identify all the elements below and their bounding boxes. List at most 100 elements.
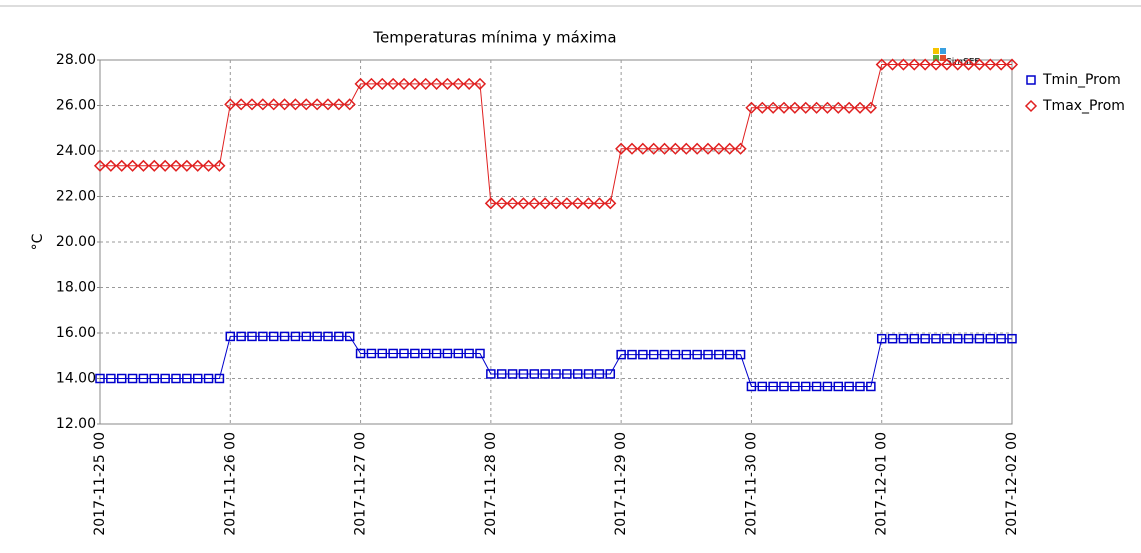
watermark: SimSEE: [946, 58, 980, 68]
marker: [517, 197, 530, 210]
marker: [473, 77, 487, 90]
marker: [788, 101, 801, 114]
x-tick-label: 2017-12-01 00: [874, 432, 890, 536]
marker: [714, 349, 724, 360]
marker: [247, 331, 257, 342]
marker: [985, 333, 996, 344]
y-tick-label: 14.00: [56, 371, 96, 387]
marker: [1007, 333, 1017, 344]
marker: [572, 369, 583, 379]
marker: [571, 197, 584, 210]
marker: [214, 373, 225, 384]
marker: [962, 58, 975, 71]
marker: [963, 333, 974, 344]
legend-label: Tmax_Prom: [1042, 98, 1125, 114]
marker: [182, 373, 192, 384]
y-tick-label: 20.00: [56, 234, 96, 250]
marker: [245, 98, 259, 111]
marker: [790, 381, 800, 392]
marker: [301, 331, 312, 342]
marker: [951, 58, 964, 71]
marker: [908, 58, 921, 71]
y-tick-label: 18.00: [56, 280, 96, 296]
x-tick-label: 2017-11-28 00: [483, 432, 499, 536]
marker: [909, 333, 920, 344]
marker: [768, 381, 778, 392]
marker: [430, 77, 443, 90]
marker: [366, 348, 377, 359]
marker: [724, 349, 735, 360]
marker: [463, 77, 476, 90]
marker: [236, 331, 246, 342]
marker: [734, 142, 747, 155]
marker: [625, 142, 639, 155]
marker: [853, 101, 867, 114]
marker: [638, 349, 648, 360]
marker: [670, 349, 681, 360]
marker: [942, 333, 952, 344]
marker: [159, 159, 172, 172]
marker: [225, 331, 236, 342]
y-tick-label: 28.00: [56, 52, 96, 68]
marker: [464, 348, 474, 359]
marker: [703, 349, 713, 360]
marker: [712, 142, 725, 155]
marker: [267, 98, 280, 111]
marker: [669, 142, 682, 155]
marker: [919, 58, 932, 71]
marker: [822, 381, 833, 392]
marker: [127, 373, 138, 384]
marker: [442, 348, 453, 359]
marker: [116, 373, 127, 384]
marker: [886, 58, 899, 71]
marker: [931, 333, 941, 344]
marker: [495, 197, 508, 210]
marker: [681, 349, 692, 360]
y-tick-label: 22.00: [56, 189, 96, 205]
y-axis-label: °C: [30, 233, 46, 250]
marker: [940, 58, 953, 71]
y-tick-label: 12.00: [56, 416, 96, 432]
marker: [615, 142, 628, 155]
marker: [332, 98, 345, 111]
marker: [952, 333, 963, 344]
marker: [169, 159, 183, 172]
marker: [745, 101, 758, 114]
logo: [933, 55, 939, 61]
marker: [149, 373, 160, 384]
marker: [897, 58, 910, 71]
marker: [323, 331, 333, 342]
marker: [735, 349, 746, 360]
marker: [376, 77, 389, 90]
marker: [126, 159, 139, 172]
logo: [940, 55, 946, 61]
marker: [833, 381, 844, 392]
legend-marker: [1026, 75, 1036, 85]
marker: [355, 348, 366, 359]
marker: [680, 142, 693, 155]
marker: [95, 373, 105, 384]
marker: [984, 58, 997, 71]
marker: [593, 197, 606, 210]
marker: [777, 101, 791, 114]
marker: [627, 349, 637, 360]
marker: [549, 197, 563, 210]
marker: [518, 369, 529, 379]
marker: [560, 197, 573, 210]
legend-marker: [1024, 99, 1038, 113]
marker: [659, 349, 670, 360]
marker: [453, 348, 464, 359]
marker: [756, 101, 769, 114]
marker: [344, 331, 355, 342]
marker: [843, 101, 856, 114]
logo: [933, 48, 939, 54]
marker: [887, 333, 898, 344]
marker: [920, 333, 930, 344]
marker: [506, 197, 519, 210]
marker: [104, 159, 117, 172]
marker: [192, 373, 203, 384]
marker: [582, 197, 595, 210]
marker: [529, 369, 540, 379]
x-tick-label: 2017-11-27 00: [353, 432, 369, 536]
x-tick-label: 2017-11-26 00: [222, 432, 238, 536]
